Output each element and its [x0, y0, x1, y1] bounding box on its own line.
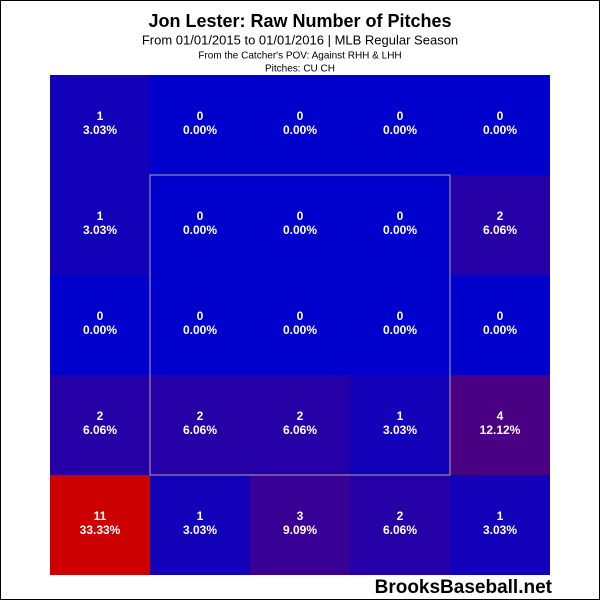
cell-percent: 0.00% — [483, 323, 517, 337]
cell-count: 1 — [397, 409, 404, 423]
cell-count: 0 — [397, 209, 404, 223]
heat-cell — [450, 375, 550, 475]
heat-cell — [350, 75, 450, 175]
heat-cell — [150, 175, 250, 275]
heat-cell — [350, 175, 450, 275]
heat-cell — [350, 375, 450, 475]
cell-percent: 0.00% — [283, 323, 317, 337]
cell-percent: 6.06% — [383, 523, 417, 537]
cell-percent: 6.06% — [483, 223, 517, 237]
heat-cell — [150, 375, 250, 475]
chart-subtitle: From 01/01/2015 to 01/01/2016 | MLB Regu… — [142, 32, 458, 47]
cell-count: 1 — [97, 209, 104, 223]
strike-zone — [149, 174, 451, 476]
cell-count: 0 — [397, 309, 404, 323]
heat-cell — [350, 275, 450, 375]
heat-cell — [150, 475, 250, 575]
cell-percent: 12.12% — [480, 423, 521, 437]
heat-cell — [50, 375, 150, 475]
heat-cell — [450, 75, 550, 175]
cell-count: 0 — [197, 309, 204, 323]
note: Pitches: CU CH — [265, 64, 335, 75]
cell-percent: 6.06% — [83, 423, 117, 437]
cell-count: 2 — [297, 409, 304, 423]
cell-percent: 0.00% — [383, 123, 417, 137]
cell-percent: 3.03% — [483, 523, 517, 537]
cell-count: 11 — [94, 509, 107, 523]
heat-cell — [350, 475, 450, 575]
cell-count: 0 — [297, 309, 304, 323]
heat-cell — [50, 475, 150, 575]
cell-percent: 3.03% — [183, 523, 217, 537]
heat-cell — [50, 175, 150, 275]
watermark: BrooksBaseball.net — [375, 577, 553, 598]
cell-percent: 9.09% — [283, 523, 317, 537]
cell-percent: 0.00% — [83, 323, 117, 337]
cell-count: 0 — [397, 109, 404, 123]
cell-percent: 0.00% — [383, 223, 417, 237]
cell-count: 0 — [297, 209, 304, 223]
cell-count: 0 — [497, 309, 504, 323]
heat-cell — [450, 275, 550, 375]
note: From the Catcher's POV: Against RHH & LH… — [198, 51, 401, 62]
heat-cell — [250, 75, 350, 175]
cell-percent: 0.00% — [183, 123, 217, 137]
cell-count: 0 — [297, 109, 304, 123]
chart-title: Jon Lester: Raw Number of Pitches — [148, 11, 451, 31]
cell-percent: 0.00% — [383, 323, 417, 337]
heat-cell — [450, 175, 550, 275]
cell-percent: 33.33% — [80, 523, 121, 537]
cell-percent: 0.00% — [483, 123, 517, 137]
cell-count: 0 — [497, 109, 504, 123]
cell-percent: 6.06% — [283, 423, 317, 437]
cell-percent: 3.03% — [83, 223, 117, 237]
heat-cell — [150, 75, 250, 175]
cell-count: 4 — [497, 409, 504, 423]
cell-count: 2 — [97, 409, 104, 423]
cell-count: 2 — [197, 409, 204, 423]
cell-count: 1 — [97, 109, 104, 123]
cell-count: 1 — [497, 509, 504, 523]
cell-count: 2 — [497, 209, 504, 223]
heat-cell — [250, 275, 350, 375]
cell-percent: 3.03% — [383, 423, 417, 437]
heat-cell — [450, 475, 550, 575]
cell-percent: 0.00% — [283, 123, 317, 137]
cell-count: 1 — [197, 509, 204, 523]
cell-percent: 0.00% — [183, 323, 217, 337]
cell-count: 0 — [197, 209, 204, 223]
cell-count: 3 — [297, 509, 304, 523]
heat-cell — [250, 175, 350, 275]
heat-cell — [150, 275, 250, 375]
heat-cell — [50, 75, 150, 175]
cell-percent: 0.00% — [183, 223, 217, 237]
heat-cell — [250, 475, 350, 575]
cell-count: 0 — [197, 109, 204, 123]
heat-cell — [250, 375, 350, 475]
cell-count: 0 — [97, 309, 104, 323]
cell-percent: 3.03% — [83, 123, 117, 137]
cell-percent: 6.06% — [183, 423, 217, 437]
heat-cell — [50, 275, 150, 375]
cell-percent: 0.00% — [283, 223, 317, 237]
cell-count: 2 — [397, 509, 404, 523]
